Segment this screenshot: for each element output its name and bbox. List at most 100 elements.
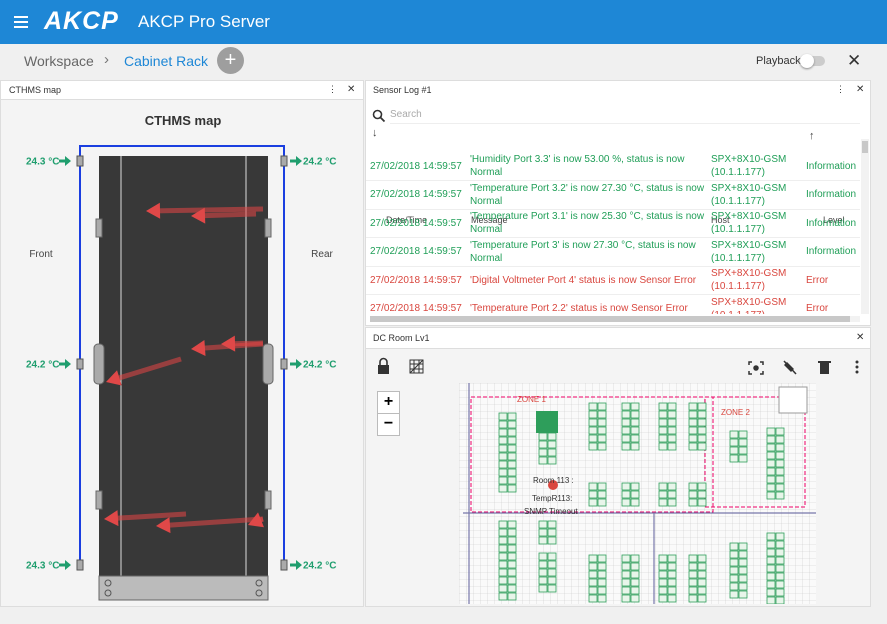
rack-unit [688,570,698,579]
rack-unit [507,444,517,453]
rack-unit [688,562,698,571]
panel-close[interactable]: ✕ [856,84,865,95]
host: SPX+8X10-GSM (10.1.1.177) [711,268,787,292]
fit-button[interactable] [748,361,764,375]
rack-unit [630,554,640,563]
lock-button[interactable] [378,357,389,375]
column-header[interactable]: Message [471,215,508,225]
breadcrumb-link[interactable]: Workspace [24,53,94,69]
panel-menu[interactable]: ⋮ [328,84,337,94]
sensor [280,358,288,370]
rack-unit [729,438,739,447]
sensor [76,358,84,370]
rack-unit [621,410,631,419]
sort-icon: ↓ [372,127,378,139]
playback-toggle[interactable] [800,54,825,68]
rack-unit [775,588,785,597]
rack-unit [738,566,748,575]
rack-unit [658,554,668,563]
panel-menu[interactable]: ⋮ [836,84,845,94]
rack-unit [498,452,508,461]
level: Error [806,274,829,286]
rack-unit [547,576,557,585]
rack-unit [621,434,631,443]
more-button[interactable] [855,360,859,374]
rack-unit [667,482,677,491]
airflow-arrow [290,359,302,369]
rack-unit [597,562,607,571]
zoom-in[interactable]: + [377,391,400,414]
rack-unit [766,532,776,541]
rack-unit [507,528,517,537]
rack-unit [729,582,739,591]
rack-unit [621,578,631,587]
menu-button[interactable] [14,15,30,29]
rack-unit [621,402,631,411]
rack-unit [507,552,517,561]
rack-unit [588,426,598,435]
rack-unit [658,586,668,595]
rack-unit [738,590,748,599]
column-header[interactable]: Host [711,215,730,225]
rack-unit [688,594,698,603]
front-label: Front [29,249,53,260]
rack-unit [688,418,698,427]
rack-unit [588,554,598,563]
rack-unit [667,594,677,603]
panel-title: DC Room Lv1 [373,333,430,343]
panel-title: CTHMS map [9,85,62,95]
rack-unit [667,442,677,451]
column-header[interactable]: Level [823,215,845,225]
rack-unit [766,596,776,604]
rack-unit [498,444,508,453]
rack-unit [597,570,607,579]
panel-close[interactable]: ✕ [856,332,865,343]
rack-unit [621,594,631,603]
rack-unit [658,434,668,443]
rack-unit [729,550,739,559]
sensor-log-panel: Sensor Log #1 ⋮ ✕ Search ↓ Date/Time Mes… [365,80,871,326]
rack-unit [630,434,640,443]
close-button[interactable]: ✕ [847,51,862,70]
rack-unit [688,410,698,419]
app-title: AKCP Pro Server [138,12,270,31]
rack-unit [507,428,517,437]
rack-unit [775,532,785,541]
rack-unit [507,568,517,577]
scrollbar[interactable] [370,316,860,322]
rack-unit [766,483,776,492]
delete-button[interactable] [818,361,831,374]
rack-unit [630,402,640,411]
floor-plan: ZONE 1 ZONE 2 Room 113 : TempR113: SNMP … [459,383,816,604]
search-input[interactable]: Search [390,109,860,124]
rack-unit [498,436,508,445]
rack-unit [597,418,607,427]
column-header[interactable]: Date/Time [386,215,428,225]
scrollbar[interactable] [861,139,869,314]
rack-unit [697,482,707,491]
add-button[interactable]: + [217,47,244,74]
rack-unit [588,562,598,571]
level: Information [806,160,857,172]
rack-unit [621,570,631,579]
rack-unit [538,440,548,449]
rack-unit [658,418,668,427]
rack-unit [688,426,698,435]
rack-unit [658,410,668,419]
panel-close[interactable]: ✕ [347,84,356,95]
rack-unit [766,548,776,557]
rack-unit [507,484,517,493]
rack-unit [775,475,785,484]
unpin-button[interactable] [783,360,797,375]
zoom-out[interactable]: − [377,413,400,436]
rack-unit [766,451,776,460]
rack-unit [547,568,557,577]
sensor [76,559,84,571]
rack-unit [658,498,668,507]
rack-unit [498,420,508,429]
rack-unit [667,410,677,419]
rack-unit [621,490,631,499]
rack-unit [621,554,631,563]
rack-unit [697,498,707,507]
grid-button[interactable] [409,359,424,374]
